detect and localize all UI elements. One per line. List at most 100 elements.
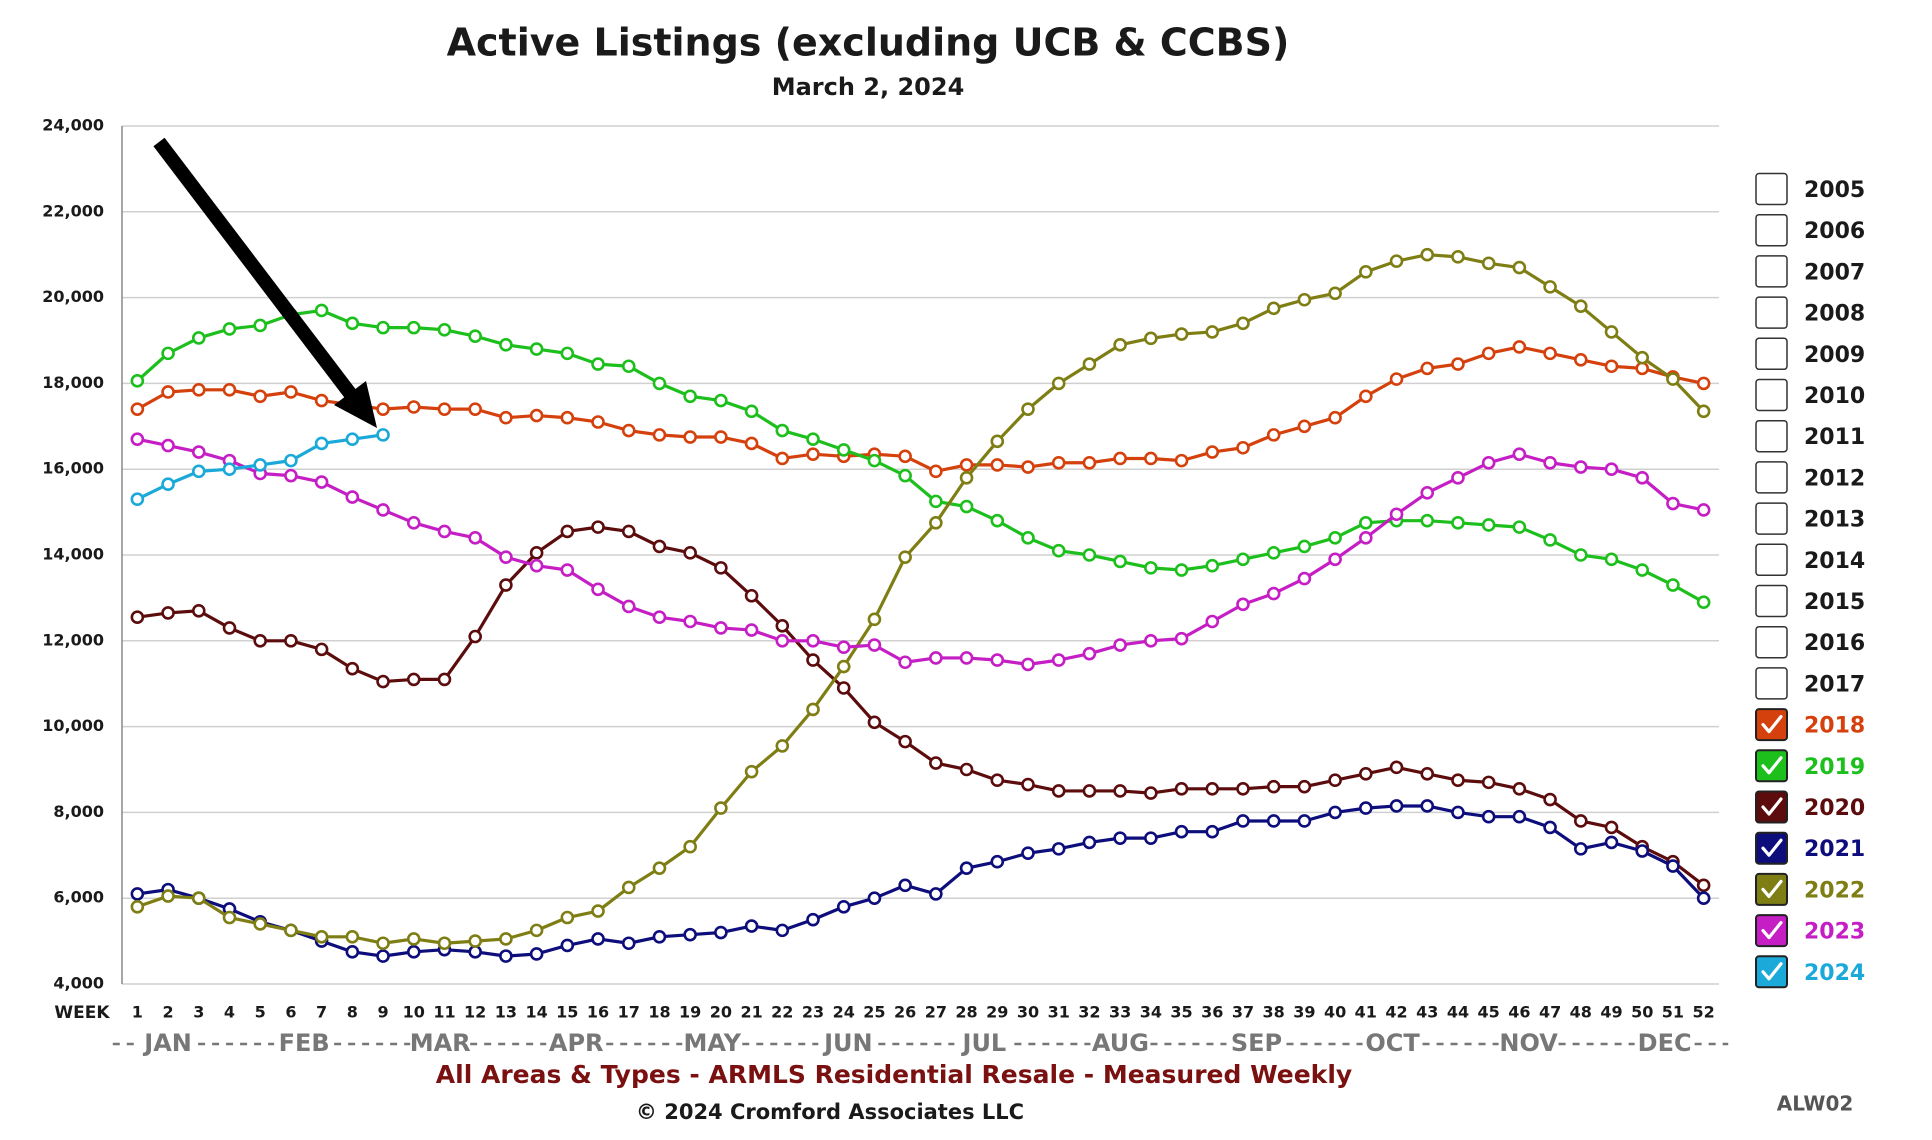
- data-point: [652, 930, 667, 944]
- data-point: [1328, 773, 1342, 788]
- data-point: [714, 393, 728, 408]
- data-point: [314, 303, 329, 318]
- data-point: [1021, 657, 1035, 672]
- data-point: [652, 376, 667, 391]
- month-label: APR: [549, 1029, 604, 1057]
- x-tick-label: 21: [740, 1003, 762, 1022]
- data-point: [1696, 503, 1711, 517]
- data-point: [1144, 786, 1158, 800]
- data-point: [284, 923, 298, 938]
- series-line: [137, 525, 1705, 887]
- data-point: [406, 320, 421, 335]
- data-point: [1420, 485, 1435, 500]
- x-tick-label: 15: [556, 1003, 578, 1022]
- data-point: [1082, 784, 1097, 798]
- arrow-shaft: [153, 137, 358, 401]
- data-point: [1328, 552, 1342, 567]
- data-point: [744, 588, 759, 603]
- data-point: [499, 337, 513, 352]
- data-point: [990, 434, 1005, 449]
- data-point: [130, 610, 145, 625]
- data-point: [683, 839, 697, 854]
- data-point: [560, 346, 575, 361]
- data-point: [806, 447, 820, 461]
- data-point: [1266, 301, 1281, 316]
- legend-checkbox: [1755, 337, 1788, 371]
- x-tick-label: 14: [525, 1003, 547, 1022]
- data-point: [499, 410, 513, 425]
- x-tick-label: 31: [1048, 1003, 1070, 1022]
- data-point: [1144, 451, 1158, 466]
- data-point: [1051, 376, 1066, 391]
- data-point: [1635, 470, 1650, 485]
- series-line: [136, 308, 1705, 604]
- data-point: [1359, 801, 1373, 815]
- data-point: [1328, 531, 1342, 545]
- chart-code: ALW02: [1777, 1092, 1854, 1116]
- data-point: [898, 449, 912, 464]
- x-tick-label: 12: [464, 1003, 486, 1022]
- data-point: [959, 458, 974, 472]
- data-point: [898, 550, 912, 564]
- x-axis-label: WEEK: [54, 1003, 110, 1023]
- month-label: FEB: [279, 1029, 330, 1057]
- data-point: [529, 923, 544, 938]
- data-point: [775, 633, 790, 648]
- x-tick-label: 34: [1140, 1003, 1162, 1022]
- month-label: NOV: [1499, 1029, 1558, 1057]
- y-tick-label: 22,000: [42, 201, 104, 220]
- data-point: [1512, 340, 1527, 354]
- data-point: [1359, 265, 1373, 279]
- data-point: [1297, 292, 1312, 307]
- data-point: [529, 546, 544, 560]
- data-point: [468, 329, 482, 344]
- data-point: [376, 674, 390, 689]
- x-tick-label: 11: [433, 1003, 455, 1022]
- x-tick-label: 20: [710, 1003, 732, 1022]
- copyright: © 2024 Cromford Associates LLC: [636, 1100, 1024, 1124]
- data-point: [1174, 453, 1189, 468]
- x-tick-label: 24: [833, 1003, 855, 1022]
- data-point: [1021, 846, 1035, 860]
- data-point: [990, 653, 1005, 667]
- data-point: [1420, 766, 1435, 781]
- data-point: [437, 936, 452, 951]
- x-tick-label: 1: [132, 1003, 143, 1022]
- x-tick-label: 44: [1447, 1003, 1469, 1022]
- data-point: [1082, 835, 1097, 850]
- data-point: [191, 331, 206, 345]
- data-point: [990, 854, 1005, 869]
- data-point: [1696, 878, 1711, 893]
- x-tick-label: 32: [1078, 1003, 1100, 1022]
- data-point: [376, 402, 390, 416]
- data-point: [836, 899, 851, 914]
- legend-checkbox: [1755, 831, 1788, 865]
- x-tick-label: 5: [255, 1003, 266, 1022]
- data-point: [990, 458, 1005, 472]
- data-point: [929, 756, 943, 770]
- data-point: [1635, 361, 1650, 376]
- data-point: [867, 453, 882, 468]
- data-point: [1266, 428, 1281, 442]
- data-point: [161, 346, 175, 361]
- data-point: [1573, 548, 1588, 562]
- data-point: [621, 524, 636, 539]
- data-point: [1604, 325, 1619, 339]
- data-point: [253, 318, 268, 333]
- data-point: [1604, 552, 1619, 567]
- data-point: [1420, 247, 1435, 262]
- data-point: [683, 430, 697, 444]
- data-point: [1604, 835, 1619, 850]
- data-point: [1205, 782, 1220, 796]
- data-point: [806, 633, 820, 648]
- data-point: [1635, 844, 1650, 858]
- data-point: [437, 322, 452, 337]
- data-point: [1297, 571, 1312, 586]
- data-point: [314, 642, 329, 657]
- data-point: [1512, 447, 1527, 461]
- data-point: [130, 492, 145, 507]
- data-point: [1666, 372, 1680, 386]
- series-line: [136, 253, 1705, 945]
- data-point: [1051, 653, 1066, 667]
